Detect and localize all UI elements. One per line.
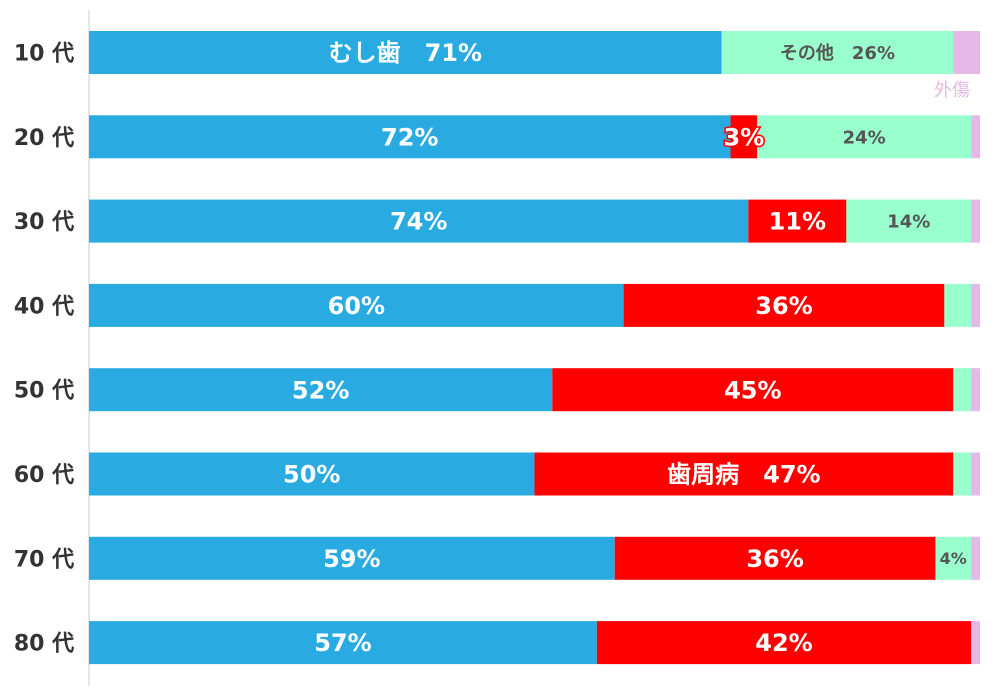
data-label: 11% (769, 208, 826, 236)
bar-segment (971, 621, 980, 665)
category-label: 20 代 (14, 126, 74, 151)
data-label: 24% (843, 127, 886, 148)
bar-segment (971, 115, 980, 159)
bar-segment (89, 31, 722, 74)
category-label: 60 代 (14, 463, 74, 488)
bar-segment (721, 31, 954, 74)
data-label: その他 26% (780, 42, 895, 64)
bar-segment (534, 452, 954, 496)
data-label: 59% (323, 545, 380, 573)
data-label: 14% (887, 212, 930, 233)
data-label: 72% (381, 123, 438, 151)
bar-segment (953, 452, 972, 496)
bar-segment (971, 536, 980, 580)
bar-segment (596, 621, 972, 665)
category-label: 40 代 (14, 294, 74, 319)
bar-segment (89, 283, 624, 327)
bar-segment (730, 115, 758, 159)
bar-segment (944, 283, 972, 327)
bar-segment (748, 199, 847, 243)
data-label: 74% (390, 208, 447, 236)
bar-segment (846, 199, 972, 243)
category-label: 30 代 (14, 210, 74, 235)
bar-segment (89, 115, 731, 159)
data-label: 42% (755, 629, 812, 657)
bars-group (89, 31, 980, 665)
category-label: 70 代 (14, 547, 74, 572)
bar-segment (614, 536, 936, 580)
data-label: 4% (940, 549, 967, 568)
bar-segment (89, 368, 553, 412)
bar-segment (552, 368, 954, 412)
bar-segment (757, 115, 972, 159)
bar-segment (89, 452, 535, 496)
data-label: 3% (724, 123, 765, 151)
bar-segment (623, 283, 945, 327)
data-label: 52% (292, 376, 349, 404)
bar-segment (971, 368, 980, 412)
data-label: 歯周病 47% (667, 461, 820, 489)
bar-segment (89, 536, 615, 580)
bar-segment (89, 621, 597, 665)
category-label: 80 代 (14, 632, 74, 657)
data-label: 45% (724, 376, 781, 404)
category-label: 50 代 (14, 379, 74, 404)
data-label: 外傷 (934, 80, 970, 101)
bar-segment (971, 283, 980, 327)
data-label: 60% (328, 292, 385, 320)
bar-segment (953, 31, 980, 74)
data-label: 50% (283, 461, 340, 489)
bar-segment (971, 199, 980, 243)
data-label: 36% (746, 545, 803, 573)
bar-segment (953, 368, 972, 412)
data-label: むし歯 71% (329, 39, 482, 67)
labels-group: 10 代 むし歯 71% その他 26% 外傷 20 代 72% 3% 24% 30 代 74% 1… (14, 39, 970, 657)
bar-segment (935, 536, 972, 580)
category-label: 10 代 (14, 42, 74, 67)
bar-segment (971, 452, 980, 496)
data-label: 57% (314, 629, 371, 657)
bar-segment (89, 199, 749, 243)
data-label: 36% (755, 292, 812, 320)
